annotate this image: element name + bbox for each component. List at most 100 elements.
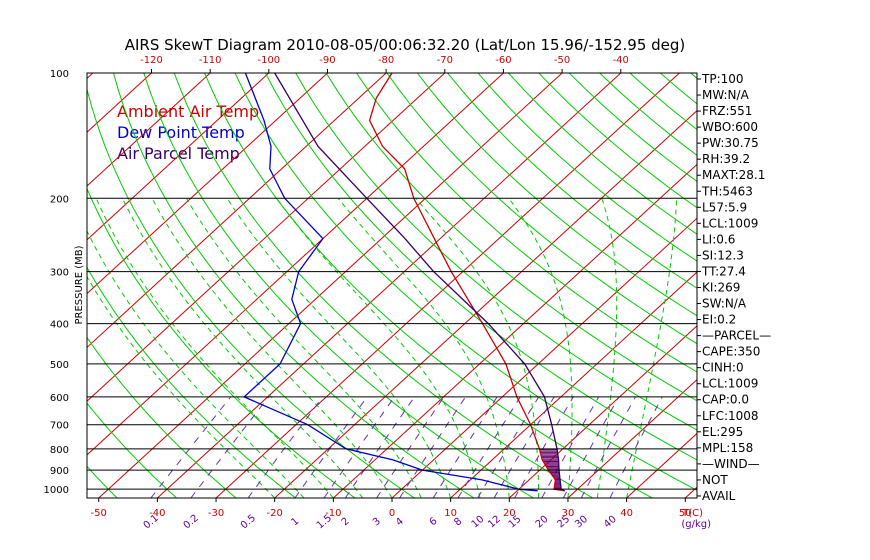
pressure-tick-label: 800 — [50, 445, 69, 456]
mixing-ratio-label: 6 — [428, 516, 440, 529]
isotherm — [0, 73, 34, 498]
moist-adiabat — [87, 275, 276, 498]
index-value: MPL:158 — [702, 441, 753, 455]
mixing-ratio-line — [344, 396, 416, 498]
stability-indices: TP:100 MW:N/A FRZ:551 WBO:600 PW:30.75 RH:39.… — [697, 72, 771, 503]
index-value: CINH:0 — [702, 361, 744, 375]
mixing-ratio-line — [477, 396, 540, 498]
mixing-ratio-label: 12 — [486, 514, 503, 531]
moist-adiabat — [87, 229, 305, 498]
index-value: TH:5463 — [701, 184, 753, 198]
dry-adiabat — [173, 73, 594, 498]
bottom-tick-label: 10 — [444, 508, 457, 519]
pressure-tick-label: 400 — [50, 320, 69, 331]
index-value: TT:27.4 — [701, 264, 746, 278]
moist-adiabat — [276, 198, 481, 498]
dry-adiabat — [204, 73, 653, 498]
index-value: FRZ:551 — [702, 104, 752, 118]
moist-adiabat — [226, 198, 452, 498]
isotherm — [87, 73, 270, 241]
dry-adiabat — [87, 465, 118, 498]
dry-adiabat — [87, 266, 296, 498]
dry-adiabat — [659, 73, 697, 105]
dry-adiabat — [295, 73, 697, 431]
isotherm — [450, 271, 697, 498]
index-value: CAP:0.0 — [702, 393, 749, 407]
pressure-tick-label: 100 — [50, 69, 69, 80]
bottom-tick-label: -20 — [267, 508, 283, 519]
isotherm — [87, 73, 328, 295]
top-tick-label: -50 — [554, 55, 570, 66]
index-value: AVAIL — [702, 489, 736, 503]
mixing-ratio-line — [247, 396, 324, 498]
dry-adiabat — [87, 87, 415, 498]
dry-adiabat — [508, 73, 697, 235]
mixing-ratio-line — [190, 396, 269, 498]
dry-adiabat — [143, 73, 534, 498]
dry-adiabat — [325, 73, 697, 402]
mixing-ratio-line — [432, 396, 498, 498]
mixing-ratio-unit-label: (g/kg) — [681, 519, 711, 530]
index-value: LI:0.6 — [702, 232, 735, 246]
pressure-tick-label: 500 — [50, 360, 69, 371]
bottom-tick-label: -10 — [325, 508, 341, 519]
mixing-ratio-label: 0.5 — [239, 513, 258, 532]
index-value: TP:100 — [701, 72, 744, 86]
mixing-ratio-line — [150, 396, 232, 498]
moist-adiabat — [95, 198, 334, 498]
mixing-ratio-line — [457, 396, 521, 498]
pressure-tick-label: 300 — [50, 268, 69, 279]
index-value: SW:N/A — [702, 297, 747, 311]
mixing-ratio-line — [580, 396, 636, 498]
dry-adiabat — [752, 73, 870, 498]
bottom-tick-label: -50 — [91, 508, 107, 519]
index-value: KI:269 — [702, 280, 740, 294]
dry-adiabat — [0, 73, 58, 498]
mixing-ratio-label: 1 — [289, 516, 301, 529]
isotherm — [744, 73, 870, 498]
pressure-tick-label: 600 — [50, 393, 69, 404]
dry-adiabat — [87, 336, 237, 498]
isotherm — [567, 378, 697, 498]
pressure-tick-label: 200 — [50, 194, 69, 205]
isotherm — [508, 325, 697, 498]
index-value: SI:12.3 — [702, 248, 744, 262]
mixing-ratio-label: 10 — [470, 514, 487, 531]
dry-adiabat — [234, 73, 697, 491]
moist-adiabat — [185, 198, 422, 498]
isotherm — [87, 73, 446, 402]
index-value: LFC:1008 — [702, 409, 759, 423]
top-tick-label: -110 — [199, 55, 222, 66]
mixing-ratio-label: 0.2 — [182, 513, 201, 532]
index-value: —PARCEL— — [702, 329, 771, 343]
pressure-tick-label: 700 — [50, 421, 69, 432]
mixing-ratio-label: 30 — [573, 514, 590, 531]
index-value: MW:N/A — [702, 88, 750, 102]
mixing-ratio-line — [323, 396, 395, 498]
mixing-ratio-label: 8 — [452, 516, 464, 529]
legend-parcel-label: Air Parcel Temp — [117, 144, 240, 163]
index-value: L57:5.9 — [702, 200, 747, 214]
mixing-ratio-line — [514, 396, 574, 498]
ambient-temp-line — [368, 73, 565, 492]
moist-adiabat — [596, 198, 618, 498]
index-value: CAPE:350 — [702, 345, 760, 359]
dry-adiabat — [416, 73, 697, 317]
mixing-ratio-line — [609, 396, 663, 498]
bottom-tick-label: -40 — [149, 508, 165, 519]
dry-adiabat — [477, 73, 697, 262]
isotherm — [391, 217, 697, 498]
frame-layer — [86, 69, 698, 502]
moist-adiabat — [508, 198, 573, 498]
top-tick-label: -70 — [437, 55, 453, 66]
dry-adiabat — [113, 73, 475, 498]
top-tick-label: -40 — [613, 55, 629, 66]
dry-adiabat — [264, 73, 697, 461]
index-value: WBO:600 — [702, 120, 758, 134]
isotherm — [274, 109, 697, 498]
top-tick-label: -120 — [140, 55, 163, 66]
mixing-ratio-line — [376, 396, 445, 498]
bottom-tick-label: 20 — [503, 508, 516, 519]
bottom-tick-label: 40 — [620, 508, 633, 519]
bottom-tick-label: 50 — [679, 508, 692, 519]
